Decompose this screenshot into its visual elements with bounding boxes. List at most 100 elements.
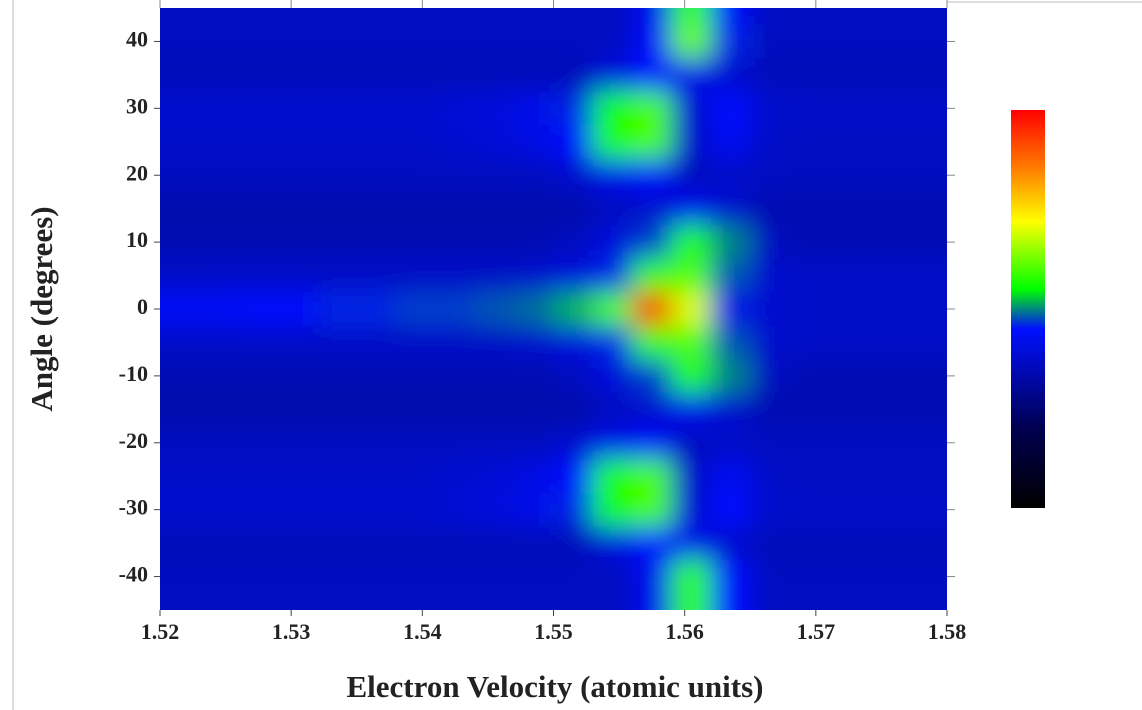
heat-cell	[829, 92, 869, 126]
heat-cell	[790, 159, 830, 193]
heat-cell	[711, 225, 751, 259]
heat-cell	[199, 159, 239, 193]
heat-cell	[554, 225, 594, 259]
heat-cell	[672, 359, 712, 393]
heat-cell	[357, 359, 397, 393]
heat-cell	[317, 259, 357, 293]
heat-cell	[632, 426, 672, 460]
heat-cell	[632, 326, 672, 360]
y-tick-label: 40	[126, 26, 148, 51]
heat-cell	[317, 58, 357, 92]
heat-cell	[475, 159, 515, 193]
heat-cell	[632, 526, 672, 560]
heat-cell	[396, 25, 436, 59]
heat-cell	[317, 426, 357, 460]
heat-cell	[750, 92, 790, 126]
heat-cell	[593, 159, 633, 193]
heat-cell	[278, 426, 318, 460]
heat-cell	[514, 159, 554, 193]
heat-cell	[868, 92, 987, 126]
heat-cell	[317, 393, 357, 427]
heat-cell	[868, 58, 987, 92]
heat-cell	[435, 192, 475, 226]
y-tick-label: 30	[126, 93, 148, 118]
heat-cell	[317, 493, 357, 527]
heat-cell	[868, 192, 987, 226]
y-tick-label: 0	[137, 294, 148, 319]
y-tick-label: -30	[119, 495, 148, 520]
heat-cell	[199, 526, 239, 560]
heat-cell	[593, 393, 633, 427]
heat-cell	[593, 92, 633, 126]
heat-cell	[750, 460, 790, 494]
heat-cell	[554, 92, 594, 126]
y-tick-label: -10	[119, 361, 148, 386]
heat-cell	[593, 526, 633, 560]
heat-cell	[435, 393, 475, 427]
heat-cell	[317, 560, 357, 661]
heat-cell	[829, 259, 869, 293]
heat-cell	[199, 292, 239, 326]
heat-cell	[829, 25, 869, 59]
heat-cell	[632, 259, 672, 293]
heat-cell	[593, 259, 633, 293]
heat-cell	[396, 493, 436, 527]
heat-cell	[711, 159, 751, 193]
heat-cell	[278, 292, 318, 326]
heat-cell	[868, 225, 987, 259]
heat-cell	[475, 326, 515, 360]
heat-cell	[829, 393, 869, 427]
heat-cell	[239, 292, 279, 326]
heat-cell	[829, 292, 869, 326]
heat-cell	[357, 292, 397, 326]
heat-cell	[750, 25, 790, 59]
heat-cell	[278, 526, 318, 560]
heat-cell	[750, 125, 790, 159]
heat-cell	[554, 560, 594, 661]
heat-cell	[357, 460, 397, 494]
heat-cell	[593, 493, 633, 527]
heat-cell	[750, 58, 790, 92]
heat-cell	[239, 125, 279, 159]
heat-cell	[868, 493, 987, 527]
heat-cell	[790, 460, 830, 494]
heat-cell	[357, 192, 397, 226]
heat-cell	[711, 326, 751, 360]
heat-cell	[199, 393, 239, 427]
heat-cell	[672, 259, 712, 293]
heat-cell	[514, 359, 554, 393]
heat-cell	[554, 25, 594, 59]
heat-cell	[475, 526, 515, 560]
x-tick-label: 1.53	[272, 619, 311, 644]
heat-cell	[396, 292, 436, 326]
heat-cell	[239, 393, 279, 427]
heat-cell	[711, 493, 751, 527]
heat-cell	[593, 25, 633, 59]
heat-cell	[317, 125, 357, 159]
heat-cell	[829, 58, 869, 92]
heat-cell	[868, 159, 987, 193]
heat-cell	[868, 359, 987, 393]
heat-cell	[868, 460, 987, 494]
heat-cell	[396, 393, 436, 427]
heat-cell	[278, 393, 318, 427]
heat-cell	[435, 225, 475, 259]
heat-cell	[396, 560, 436, 661]
x-tick-label: 1.54	[403, 619, 442, 644]
heat-cell	[357, 125, 397, 159]
heat-cell	[278, 225, 318, 259]
heat-cell	[672, 493, 712, 527]
heat-cell	[278, 58, 318, 92]
heat-cell	[199, 58, 239, 92]
heat-cell	[750, 159, 790, 193]
heat-cell	[790, 192, 830, 226]
heat-cell	[475, 125, 515, 159]
y-tick-label: 20	[126, 160, 148, 185]
heat-cell	[790, 292, 830, 326]
heat-cell	[396, 326, 436, 360]
heat-cell	[554, 526, 594, 560]
heat-cell	[357, 426, 397, 460]
heat-cell	[514, 58, 554, 92]
heat-cell	[239, 25, 279, 59]
